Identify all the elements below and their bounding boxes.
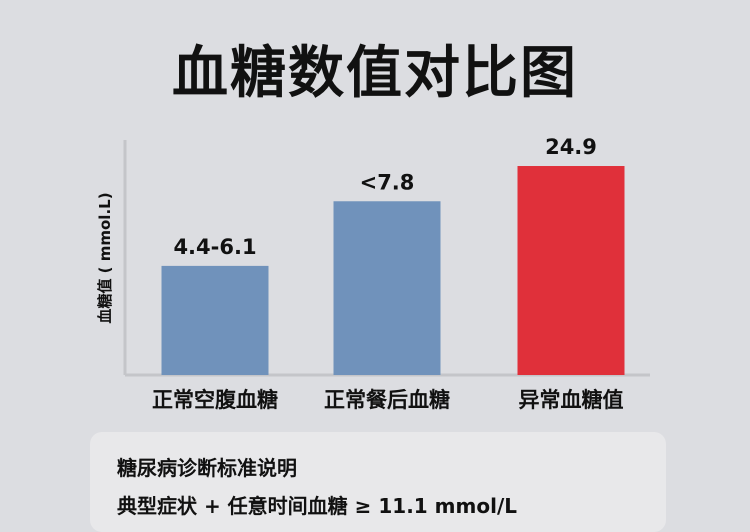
- y-axis-label: 血糖值 ( mmol.L): [96, 192, 114, 323]
- data-label-1: 4.4-6.1: [173, 235, 256, 259]
- bar-3: [517, 166, 625, 375]
- category-label-1: 正常空腹血糖: [152, 388, 278, 412]
- note-line: 典型症状 + 任意时间血糖 ≥ 11.1 mmol/L: [117, 494, 517, 518]
- bar-chart: 血糖值 ( mmol.L) 4.4-6.1 正常空腹血糖 <7.8 正常餐后血糖 24.9…: [96, 135, 650, 412]
- data-label-2: <7.8: [360, 170, 415, 194]
- category-label-2: 正常餐后血糖: [324, 388, 450, 412]
- data-label-3: 24.9: [545, 135, 597, 159]
- chart-title: 血糖数值对比图: [172, 41, 578, 106]
- diagnosis-note-card: 糖尿病诊断标准说明 典型症状 + 任意时间血糖 ≥ 11.1 mmol/L: [90, 432, 666, 532]
- category-label-3: 异常血糖值: [519, 388, 624, 412]
- bar-2: [333, 201, 441, 375]
- bar-1: [161, 265, 269, 375]
- note-title: 糖尿病诊断标准说明: [117, 456, 297, 480]
